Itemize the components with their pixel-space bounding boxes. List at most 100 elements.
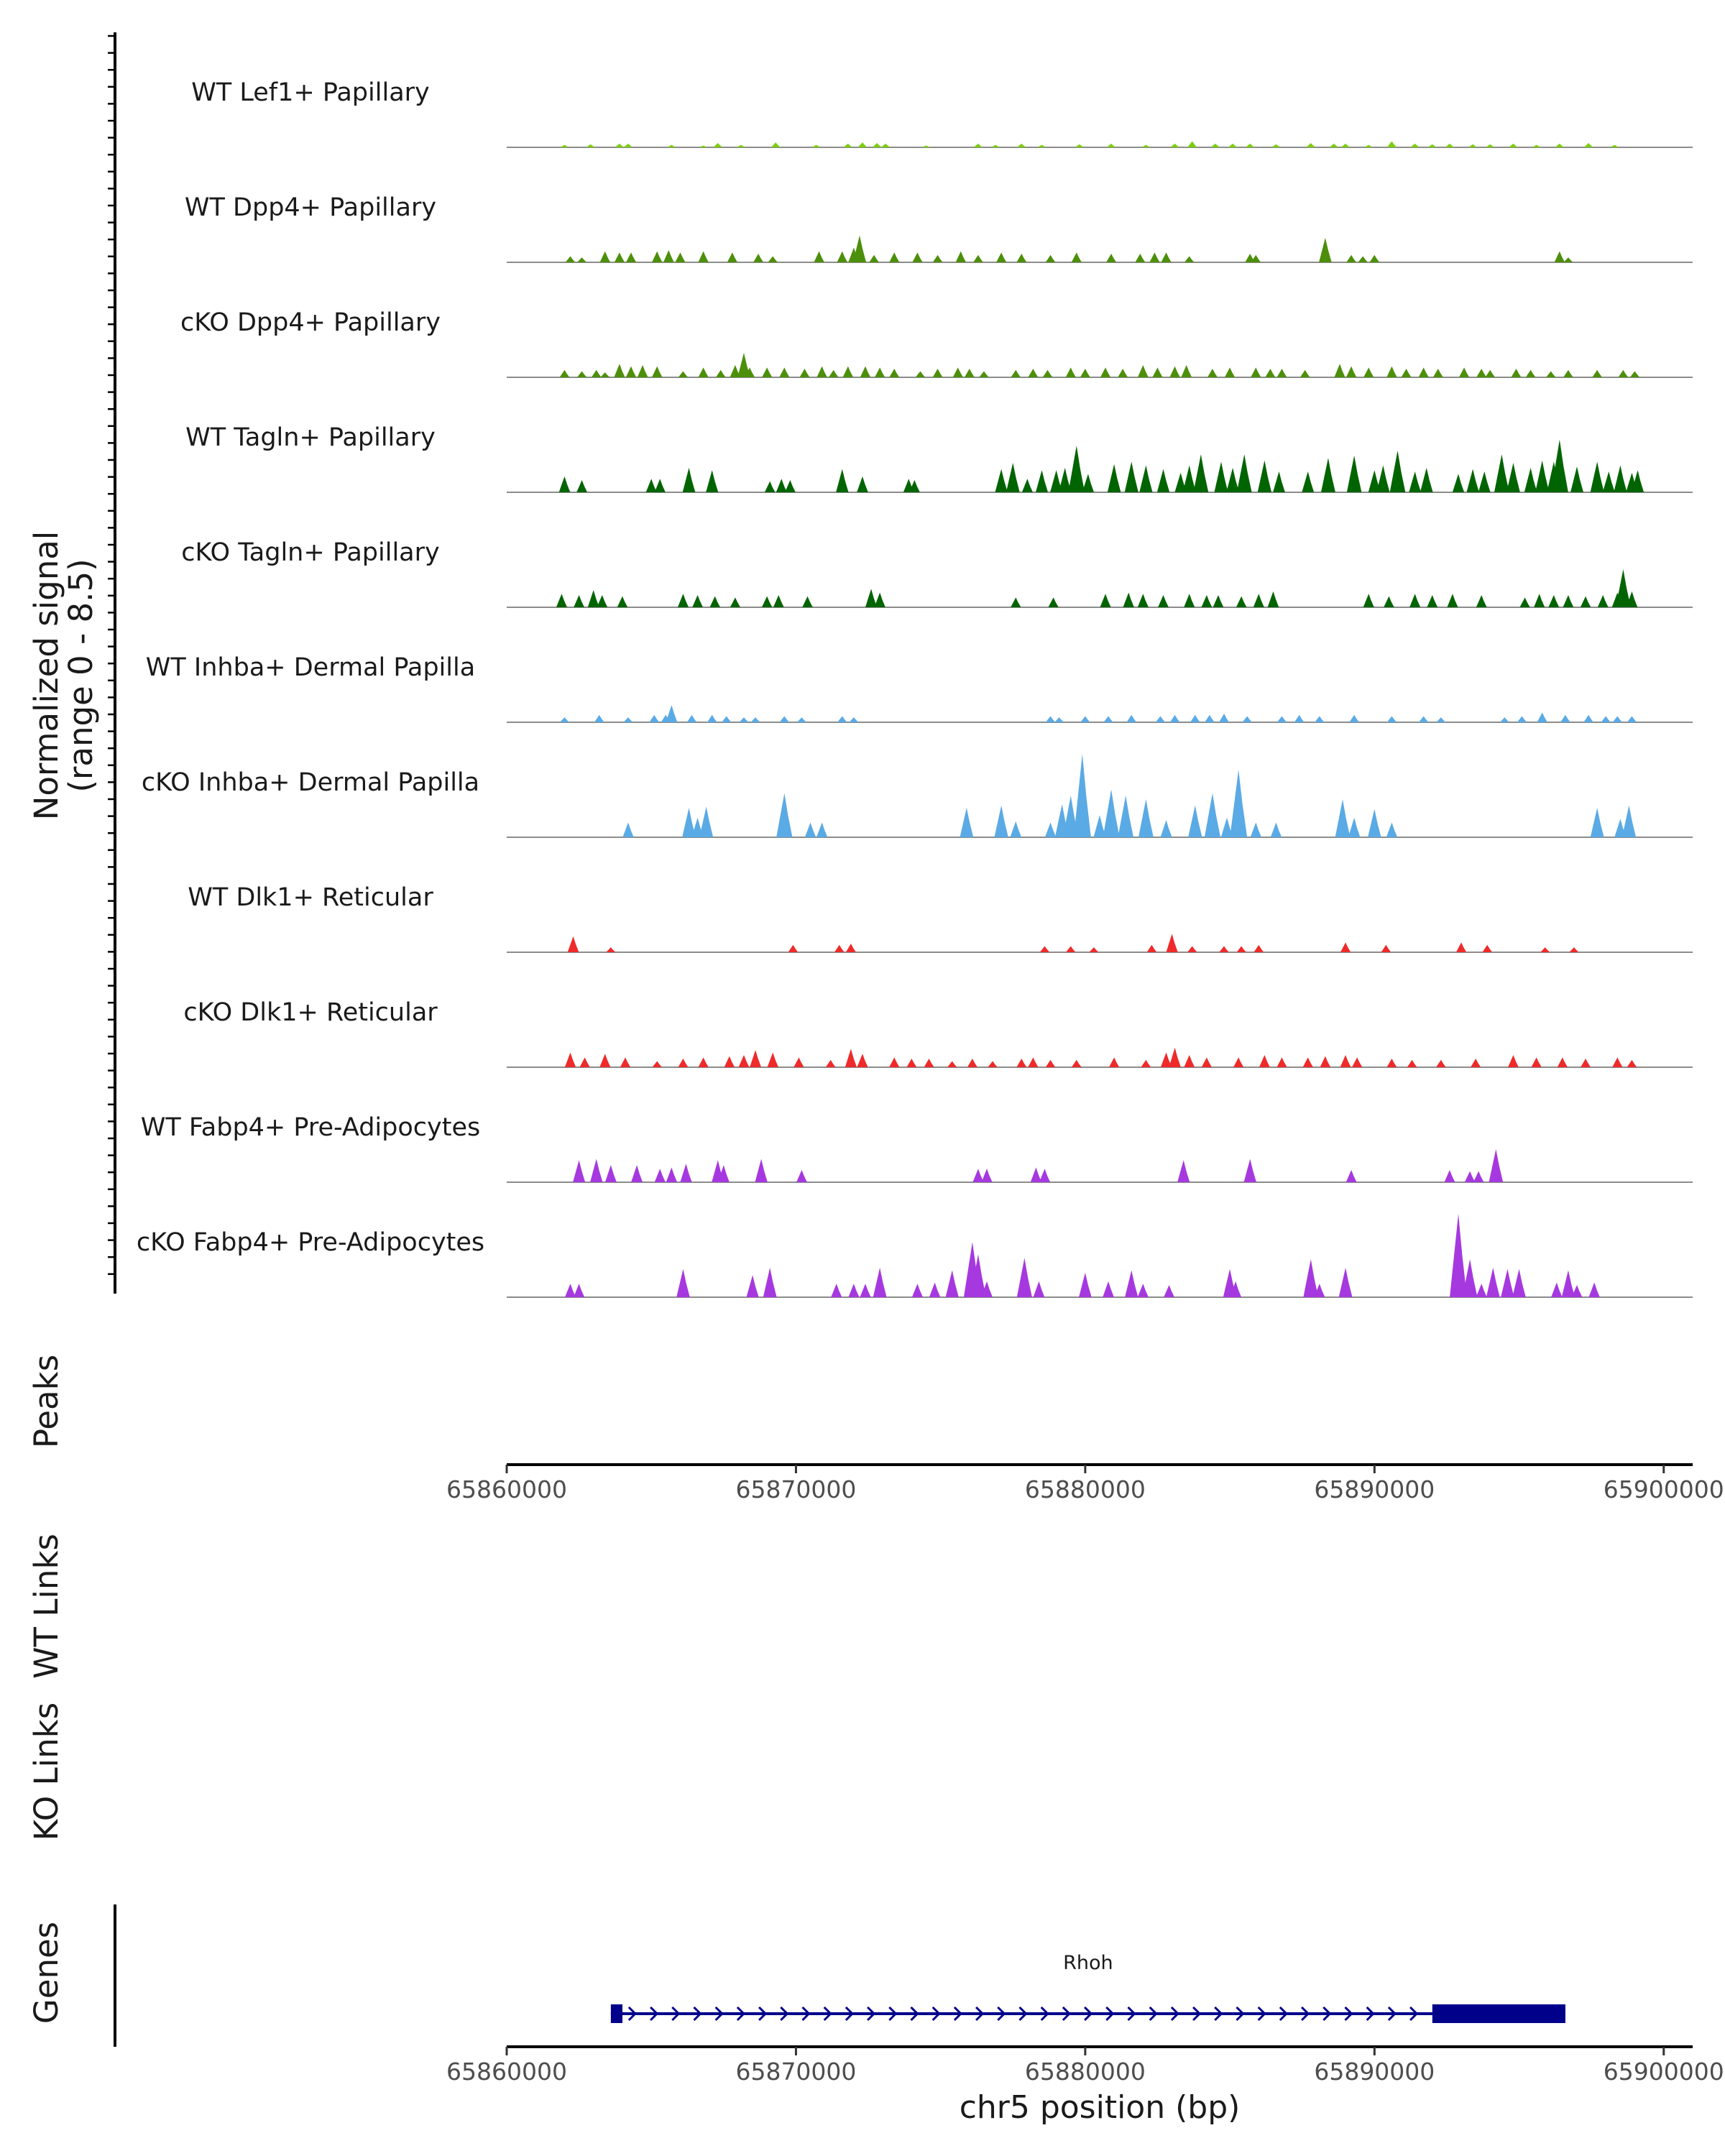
signal-peak	[1320, 458, 1335, 492]
signal-peak	[1524, 467, 1537, 492]
signal-peak	[996, 252, 1007, 262]
signal-peak	[1531, 1057, 1542, 1067]
strand-arrow	[1322, 2006, 1332, 2022]
signal-peak	[1627, 716, 1637, 722]
track-2: cKO Dpp4+ Papillary	[180, 308, 1693, 378]
signal-peak	[597, 594, 608, 607]
signal-peak	[1482, 944, 1493, 952]
signal-peak	[1184, 1054, 1195, 1067]
signal-peak	[1499, 717, 1509, 722]
signal-peak	[1236, 454, 1252, 492]
signal-peak	[1554, 251, 1565, 262]
signal-peak	[1030, 1167, 1042, 1182]
gene-name-label: Rhoh	[1063, 1952, 1113, 1974]
signal-peak	[651, 251, 663, 262]
signal-peak	[722, 716, 732, 722]
signal-peak	[1512, 1268, 1526, 1297]
signal-peak	[1335, 799, 1351, 837]
signal-peak	[574, 594, 585, 607]
signal-peak	[1220, 817, 1233, 837]
signal-peak	[1590, 461, 1604, 492]
signal-peak	[845, 1049, 857, 1067]
signal-peak	[1045, 716, 1056, 722]
signal-peak	[1045, 254, 1056, 262]
signal-peak	[1532, 144, 1541, 147]
gene-exon	[610, 2004, 622, 2023]
signal-peak	[1045, 1059, 1056, 1067]
signal-peak	[1583, 143, 1593, 147]
x-tick-label: 65900000	[1604, 1475, 1724, 1503]
strand-arrow	[1366, 2006, 1375, 2022]
signal-peak	[1073, 754, 1091, 837]
signal-peak	[1080, 369, 1090, 377]
signal-peak	[649, 714, 660, 722]
signal-peak	[912, 252, 923, 262]
signal-peak	[1125, 1270, 1138, 1297]
signal-peak	[682, 467, 696, 492]
strand-arrow	[1344, 2006, 1353, 2022]
signal-peak	[755, 1158, 768, 1182]
signal-peak	[1315, 716, 1325, 722]
signal-peak	[1039, 1169, 1051, 1182]
signal-peak	[843, 143, 853, 147]
signal-peak	[1160, 820, 1172, 837]
signal-peak	[1535, 460, 1550, 492]
signal-peak	[739, 717, 749, 722]
signal-peak	[1187, 946, 1197, 952]
signal-peak	[794, 1057, 804, 1067]
signal-peak	[715, 369, 726, 377]
gene-models: Rhoh	[610, 1952, 1565, 2023]
signal-peak	[1016, 1059, 1027, 1067]
signal-peak	[1352, 1057, 1363, 1067]
signal-peak	[1033, 1281, 1045, 1297]
strand-arrow	[1279, 2006, 1289, 2022]
signal-peak	[1251, 367, 1261, 377]
signal-peak	[964, 369, 975, 377]
signal-peak	[947, 1061, 957, 1067]
signal-peak	[614, 252, 625, 262]
signal-peak	[945, 1270, 959, 1297]
signal-peak	[1407, 1059, 1417, 1067]
signal-peak	[1137, 364, 1149, 377]
signal-peak	[730, 597, 741, 607]
signal-peak	[1349, 714, 1359, 722]
signal-peak	[617, 596, 628, 607]
signal-peak	[1089, 947, 1099, 952]
signal-peak	[1044, 822, 1057, 837]
signal-peak	[698, 1057, 709, 1067]
signal-peak	[1204, 793, 1221, 837]
signal-peak	[698, 251, 709, 262]
signal-peak	[814, 251, 824, 262]
signal-peak	[979, 371, 989, 377]
signal-peak	[1340, 143, 1351, 147]
track-7: WT Dlk1+ Reticular	[188, 883, 1693, 953]
signal-peak	[560, 144, 569, 147]
strand-arrow	[693, 2006, 702, 2022]
signal-peak	[1068, 446, 1085, 492]
signal-peak	[1602, 471, 1615, 492]
signal-peak	[1028, 1057, 1039, 1067]
signal-peak	[709, 596, 721, 607]
track-10: cKO Fabp4+ Pre-Adipocytes	[137, 1214, 1693, 1298]
signal-peak	[1409, 594, 1421, 607]
strand-arrow	[736, 2006, 746, 2022]
signal-peak	[1444, 1169, 1455, 1182]
signal-peak	[860, 366, 871, 377]
signal-peak	[645, 479, 657, 492]
signal-peak	[852, 235, 867, 262]
signal-peak	[654, 1169, 666, 1182]
signal-peak	[981, 1169, 993, 1182]
signal-peak	[1386, 1059, 1397, 1067]
signal-peak	[1054, 717, 1064, 722]
signal-peak	[1563, 594, 1574, 607]
signal-peak	[1346, 254, 1356, 262]
signal-peak	[559, 369, 570, 377]
strand-arrow	[1127, 2006, 1136, 2022]
signal-peak	[1139, 465, 1153, 492]
signal-peak	[1141, 144, 1151, 147]
signal-peak	[1242, 716, 1252, 722]
signal-peak	[952, 367, 963, 377]
signal-peak	[1494, 454, 1509, 492]
signal-peak	[1219, 946, 1229, 952]
signal-peak	[1166, 934, 1178, 952]
